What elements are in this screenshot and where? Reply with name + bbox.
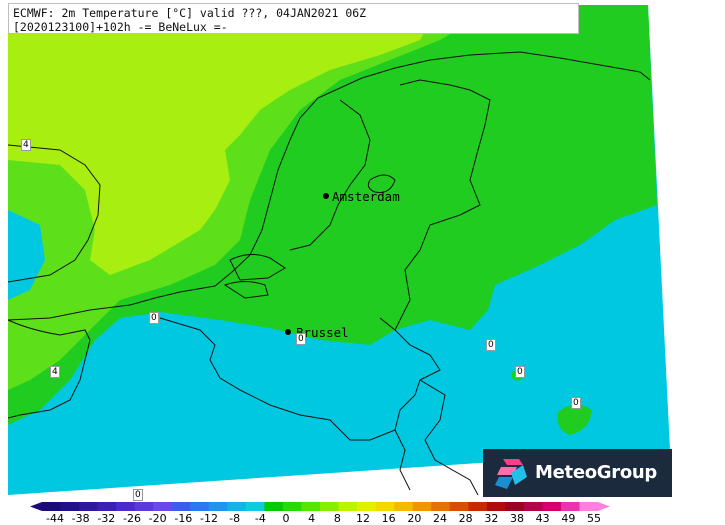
color-scale-swatch <box>449 502 469 511</box>
color-scale-swatch <box>375 502 395 511</box>
map-subtitle: [2020123100]+102h -= BeNeLux =- <box>13 20 228 34</box>
contour-label: 4 <box>50 366 60 378</box>
color-scale-swatch <box>227 502 247 511</box>
color-scale-tick-label: -38 <box>71 512 90 525</box>
color-scale-tick-label: -4 <box>254 512 266 525</box>
color-scale-swatch <box>116 502 136 511</box>
map-title: ECMWF: 2m Temperature [°C] valid ???, 04… <box>13 6 367 20</box>
color-scale-swatch <box>60 502 80 511</box>
borders <box>7 51 651 496</box>
color-scale-tick-label: 12 <box>356 512 370 525</box>
color-scale-tick-label: 24 <box>433 512 447 525</box>
color-scale-tick-label: 8 <box>333 512 341 525</box>
color-scale-tick-label: -20 <box>148 512 167 525</box>
color-scale-swatch <box>171 502 191 511</box>
contour-label: 0 <box>486 339 496 351</box>
logo-text: MeteoGroup <box>535 462 658 483</box>
color-scale-tick-label: -32 <box>97 512 116 525</box>
color-scale-swatch <box>301 502 321 511</box>
color-scale-swatch <box>412 502 432 511</box>
city-marker-brussel <box>285 329 291 335</box>
color-scale-tick-label: 20 <box>407 512 422 525</box>
contour-label: 0 <box>571 397 581 409</box>
color-scale-tick-label: 43 <box>535 512 550 525</box>
color-scale-swatch <box>505 502 525 511</box>
contour-label: 0 <box>296 333 306 345</box>
color-scale <box>30 502 610 511</box>
color-scale-tick-label: -16 <box>174 512 193 525</box>
color-scale-tick-label: 49 <box>561 512 576 525</box>
color-scale-tick-label: 0 <box>282 512 290 525</box>
color-scale-swatch <box>542 502 562 511</box>
color-scale-swatch <box>320 502 340 511</box>
color-scale-tick-label: -8 <box>229 512 241 525</box>
color-scale-tick-label: 32 <box>484 512 499 525</box>
contour-label: 0 <box>149 312 159 324</box>
color-scale-swatch <box>208 502 228 511</box>
color-scale-tick-label: 38 <box>510 512 524 525</box>
color-scale-tick-label: -26 <box>123 512 141 525</box>
color-scale-swatch <box>134 502 154 511</box>
contour-label: 0 <box>515 366 525 378</box>
color-scale-tick-label: 55 <box>587 512 601 525</box>
color-scale-swatch <box>79 502 99 511</box>
city-label-amsterdam: Amsterdam <box>332 189 400 204</box>
color-scale-swatch <box>97 502 117 511</box>
city-marker-amsterdam <box>323 193 329 199</box>
color-scale-swatch <box>42 502 62 511</box>
color-scale-arrow-low <box>30 502 42 511</box>
color-scale-swatch <box>394 502 414 511</box>
color-scale-tick-label: -44 <box>46 512 64 525</box>
color-scale-swatch <box>357 502 377 511</box>
color-scale-swatch <box>338 502 358 511</box>
color-scale-swatch <box>264 502 284 511</box>
city-label-brussel: Brussel <box>296 325 349 340</box>
color-scale-swatch <box>245 502 265 511</box>
color-scale-swatch <box>282 502 302 511</box>
color-scale-swatch <box>486 502 506 511</box>
color-scale-swatch <box>468 502 488 511</box>
color-scale-arrow-high <box>598 502 610 511</box>
color-scale-tick-label: 16 <box>381 512 396 525</box>
color-scale-swatch <box>431 502 451 511</box>
color-scale-swatch <box>560 502 580 511</box>
color-scale-swatch <box>579 502 599 511</box>
color-scale-tick-label: 4 <box>308 512 316 525</box>
map-title-box: ECMWF: 2m Temperature [°C] valid ???, 04… <box>8 3 579 34</box>
color-scale-swatch <box>190 502 210 511</box>
color-scale-tick-label: -12 <box>200 512 218 525</box>
temp-zone-yellowgreen <box>8 5 440 275</box>
meteogroup-logo: MeteoGroup <box>483 449 672 497</box>
color-scale-tick-label: 28 <box>458 512 473 525</box>
temp-zone-green-island <box>557 404 592 435</box>
contour-label: 0 <box>133 489 143 501</box>
color-scale-swatch <box>523 502 543 511</box>
meteogroup-logo-icon <box>495 459 527 489</box>
color-scale-swatch <box>153 502 173 511</box>
contour-label: 4 <box>21 139 31 151</box>
